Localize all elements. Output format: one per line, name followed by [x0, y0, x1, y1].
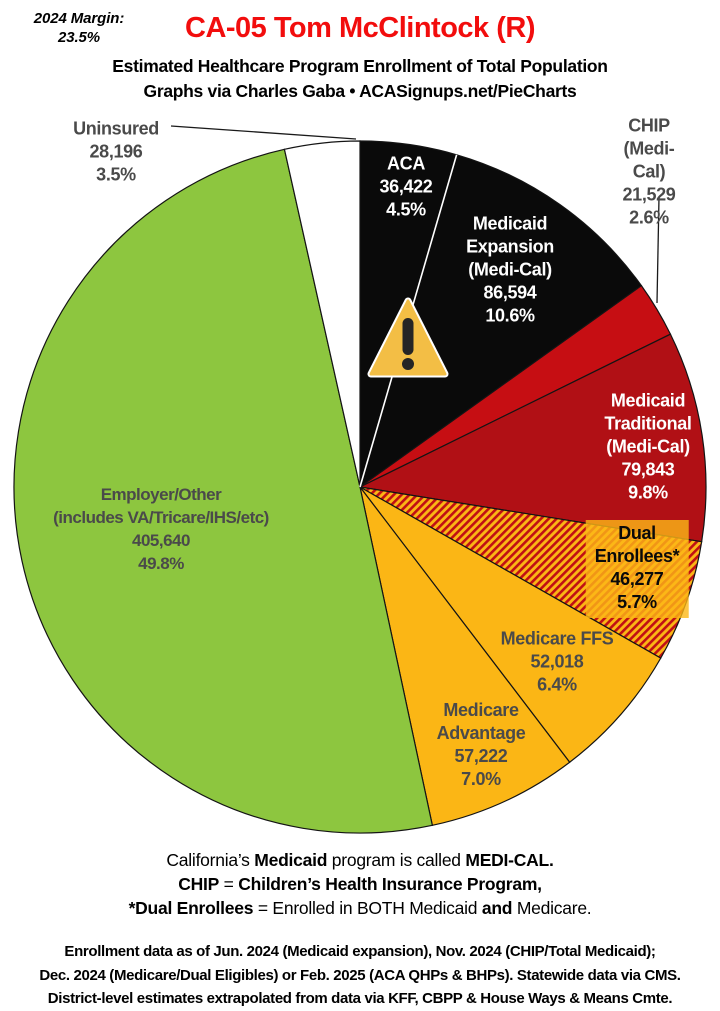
pie-slice-medicare_advantage [359, 486, 571, 827]
exclamation-dot [402, 358, 414, 370]
note-line: *Dual Enrollees = Enrolled in BOTH Medic… [0, 896, 720, 920]
note-segment: program is called [327, 850, 466, 870]
pie-slice-uninsured [283, 140, 361, 488]
pie-slices-group [13, 140, 707, 834]
note-segment: MEDI-CAL. [465, 850, 554, 870]
pie-slice-employer_other [13, 148, 434, 834]
chart-byline: Graphs via Charles Gaba • ACASignups.net… [143, 81, 577, 101]
note-segment: Medicaid [254, 850, 328, 870]
note-segment: CHIP [178, 874, 220, 894]
footer-line: Enrollment data as of Jun. 2024 (Medicai… [64, 943, 656, 960]
page-title: CA-05 Tom McClintock (R) [185, 12, 535, 44]
note-segment: *Dual Enrollees [128, 898, 254, 918]
pie-slice-medicaid_traditional [358, 333, 707, 543]
note-segment: California’s [166, 850, 255, 870]
pie-slice-medicare_ffs [359, 486, 662, 764]
footer-line: District-level estimates extrapolated fr… [47, 990, 673, 1007]
notes-block: California’s Medicaid program is called … [0, 848, 720, 920]
footer-line: Dec. 2024 (Medicare/Dual Eligibles) or F… [39, 966, 681, 984]
note-segment: Medicare. [512, 898, 592, 918]
note-line: CHIP = Children’s Health Insurance Progr… [0, 872, 720, 896]
note-segment: and [481, 898, 513, 918]
footer-block: Enrollment data as of Jun. 2024 (Medicai… [0, 940, 720, 1011]
pie-slice-medicaid_expansion [358, 154, 643, 489]
chart-subtitle: Estimated Healthcare Program Enrollment … [112, 56, 608, 76]
margin-note: 2024 Margin: 23.5% [33, 10, 125, 46]
note-segment: Children’s Health Insurance Program, [238, 874, 542, 894]
warning-triangle-icon [367, 297, 449, 378]
exclamation-bar [402, 318, 414, 355]
note-segment: = [219, 874, 239, 894]
chip-leader-line [656, 196, 660, 304]
note-line: California’s Medicaid program is called … [0, 848, 720, 872]
uninsured-leader-line [170, 125, 357, 140]
note-segment: = Enrolled in BOTH Medicaid [253, 898, 482, 918]
